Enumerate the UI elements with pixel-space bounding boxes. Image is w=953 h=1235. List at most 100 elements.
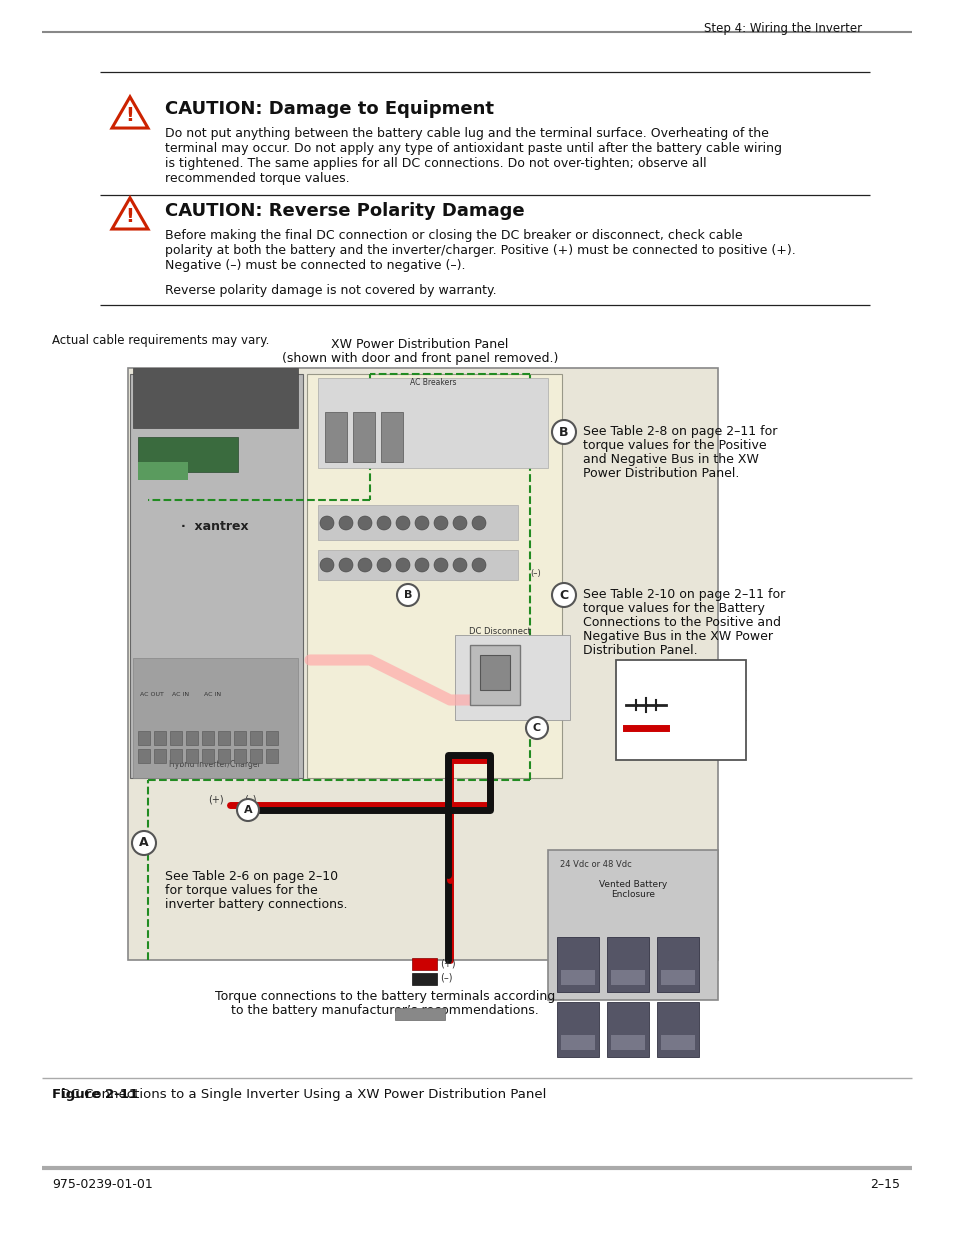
FancyBboxPatch shape	[266, 748, 277, 763]
FancyBboxPatch shape	[170, 748, 182, 763]
FancyBboxPatch shape	[130, 374, 303, 778]
Text: See Table 2-10 on page 2–11 for: See Table 2-10 on page 2–11 for	[582, 588, 784, 601]
Circle shape	[319, 558, 334, 572]
Circle shape	[132, 831, 156, 855]
Text: ·  xantrex: · xantrex	[181, 520, 249, 534]
Text: is tightened. The same applies for all DC connections. Do not over-tighten; obse: is tightened. The same applies for all D…	[165, 157, 706, 170]
FancyBboxPatch shape	[547, 850, 718, 1000]
Text: Step 4: Wiring the Inverter: Step 4: Wiring the Inverter	[703, 22, 862, 35]
FancyBboxPatch shape	[233, 748, 246, 763]
Text: Hybrid Inverter/Charger: Hybrid Inverter/Charger	[169, 760, 260, 769]
Text: 975-0239-01-01: 975-0239-01-01	[52, 1178, 152, 1191]
FancyBboxPatch shape	[218, 748, 230, 763]
Text: Negative (–): Negative (–)	[646, 699, 715, 709]
FancyBboxPatch shape	[610, 969, 644, 986]
FancyBboxPatch shape	[170, 731, 182, 745]
Circle shape	[472, 558, 485, 572]
Text: and Negative Bus in the XW: and Negative Bus in the XW	[582, 453, 758, 466]
Text: B1
OUT: B1 OUT	[385, 415, 395, 426]
Circle shape	[338, 558, 353, 572]
FancyBboxPatch shape	[380, 412, 402, 462]
Text: AC IN: AC IN	[204, 692, 221, 697]
Text: See Table 2-8 on page 2–11 for: See Table 2-8 on page 2–11 for	[582, 425, 777, 438]
FancyBboxPatch shape	[657, 1002, 699, 1057]
Text: recommended torque values.: recommended torque values.	[165, 172, 349, 185]
Text: Figure 2-11: Figure 2-11	[52, 1088, 138, 1100]
Text: Vented Battery
Enclosure: Vented Battery Enclosure	[598, 881, 666, 899]
Text: Actual cable requirements may vary.: Actual cable requirements may vary.	[52, 333, 269, 347]
Text: LEGEND: LEGEND	[657, 676, 703, 685]
Text: C: C	[533, 722, 540, 734]
FancyBboxPatch shape	[560, 969, 595, 986]
Text: AC OUT: AC OUT	[140, 692, 164, 697]
Circle shape	[236, 799, 258, 821]
Text: Bypass: Bypass	[356, 415, 374, 420]
FancyBboxPatch shape	[660, 1035, 695, 1050]
Circle shape	[395, 558, 410, 572]
Text: CAUTION: Damage to Equipment: CAUTION: Damage to Equipment	[165, 100, 494, 119]
Text: 24 Vdc or 48 Vdc: 24 Vdc or 48 Vdc	[559, 860, 631, 869]
FancyBboxPatch shape	[132, 658, 297, 778]
FancyBboxPatch shape	[606, 937, 648, 992]
Text: Positive (+): Positive (+)	[648, 724, 713, 734]
Text: terminal may occur. Do not apply any type of antioxidant paste until after the b: terminal may occur. Do not apply any typ…	[165, 142, 781, 156]
FancyBboxPatch shape	[412, 958, 436, 969]
Text: Power Distribution Panel.: Power Distribution Panel.	[582, 467, 739, 480]
Text: C: C	[558, 589, 568, 601]
FancyBboxPatch shape	[616, 659, 745, 760]
Text: (+): (+)	[439, 958, 456, 968]
Text: Before making the final DC connection or closing the DC breaker or disconnect, c: Before making the final DC connection or…	[165, 228, 741, 242]
FancyBboxPatch shape	[132, 368, 297, 429]
Circle shape	[552, 420, 576, 445]
Circle shape	[357, 558, 372, 572]
Text: CAUTION: Reverse Polarity Damage: CAUTION: Reverse Polarity Damage	[165, 203, 524, 220]
Circle shape	[357, 516, 372, 530]
FancyBboxPatch shape	[138, 462, 188, 480]
FancyBboxPatch shape	[317, 550, 517, 580]
FancyBboxPatch shape	[610, 1035, 644, 1050]
FancyBboxPatch shape	[307, 374, 561, 778]
Circle shape	[338, 516, 353, 530]
FancyBboxPatch shape	[470, 645, 519, 705]
Text: polarity at both the battery and the inverter/charger. Positive (+) must be conn: polarity at both the battery and the inv…	[165, 245, 795, 257]
Circle shape	[376, 558, 391, 572]
FancyBboxPatch shape	[455, 635, 569, 720]
Circle shape	[453, 558, 467, 572]
Text: Do not put anything between the battery cable lug and the terminal surface. Over: Do not put anything between the battery …	[165, 127, 768, 140]
Text: torque values for the Battery: torque values for the Battery	[582, 601, 764, 615]
Text: !: !	[126, 207, 134, 226]
Text: XW Power Distribution Panel: XW Power Distribution Panel	[331, 338, 508, 351]
FancyBboxPatch shape	[557, 937, 598, 992]
FancyBboxPatch shape	[138, 731, 150, 745]
Text: Negative (–) must be connected to negative (–).: Negative (–) must be connected to negati…	[165, 259, 465, 272]
Circle shape	[415, 516, 429, 530]
Text: B: B	[558, 426, 568, 438]
FancyBboxPatch shape	[250, 731, 262, 745]
FancyBboxPatch shape	[138, 748, 150, 763]
FancyBboxPatch shape	[557, 1002, 598, 1057]
FancyBboxPatch shape	[128, 368, 718, 960]
Circle shape	[525, 718, 547, 739]
Text: (–): (–)	[439, 973, 452, 983]
Circle shape	[319, 516, 334, 530]
Circle shape	[552, 583, 576, 606]
FancyBboxPatch shape	[325, 412, 347, 462]
FancyBboxPatch shape	[657, 937, 699, 992]
FancyBboxPatch shape	[186, 748, 198, 763]
FancyBboxPatch shape	[138, 437, 237, 472]
Text: B: B	[403, 590, 412, 600]
FancyBboxPatch shape	[317, 505, 517, 540]
FancyBboxPatch shape	[202, 731, 213, 745]
Text: Distribution Panel.: Distribution Panel.	[582, 643, 697, 657]
Text: Torque connections to the battery terminals according: Torque connections to the battery termin…	[214, 990, 555, 1003]
Text: See Table 2-6 on page 2–10: See Table 2-6 on page 2–10	[165, 869, 337, 883]
FancyBboxPatch shape	[412, 973, 436, 986]
Text: (+): (+)	[208, 794, 223, 804]
FancyBboxPatch shape	[560, 1035, 595, 1050]
Text: BATTERY: BATTERY	[655, 664, 706, 674]
Text: DC Disconnect: DC Disconnect	[469, 627, 531, 636]
Text: (–): (–)	[530, 569, 540, 578]
FancyBboxPatch shape	[153, 731, 166, 745]
FancyBboxPatch shape	[660, 969, 695, 986]
Text: Reverse polarity damage is not covered by warranty.: Reverse polarity damage is not covered b…	[165, 284, 497, 296]
